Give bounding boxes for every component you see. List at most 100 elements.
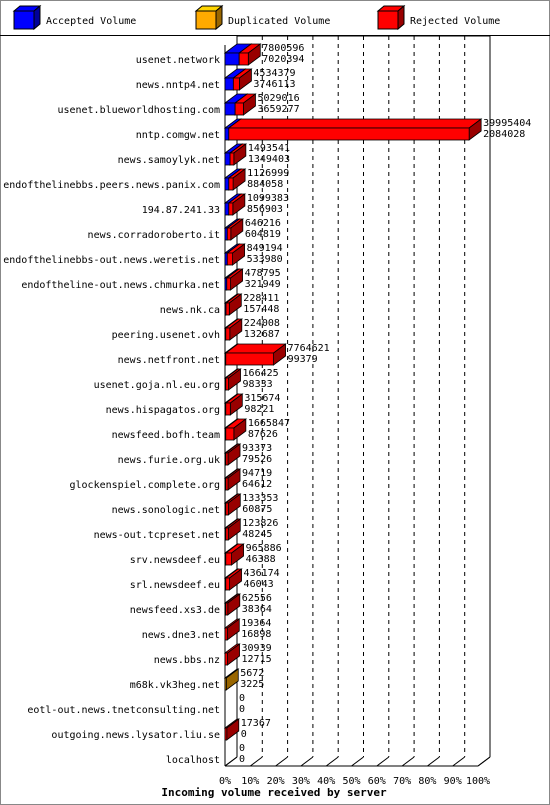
bar-front-face — [224, 127, 230, 141]
value-label-bottom: 7020394 — [262, 54, 304, 65]
value-label-top: 30939 — [242, 643, 272, 654]
value-label-top: 4534379 — [253, 68, 295, 79]
x-tick-mark — [224, 756, 238, 767]
bar-front-face — [225, 377, 229, 391]
bar-front-face — [224, 627, 228, 641]
x-tick-mark — [452, 756, 466, 767]
x-tick-mark — [351, 756, 364, 767]
x-tick-mark — [325, 756, 339, 767]
value-label-top: 7764621 — [288, 343, 330, 354]
legend: Accepted Volume Duplicated Volume Rejected… — [12, 4, 500, 31]
value-label-bottom: 604819 — [245, 229, 281, 240]
category-label: newsfeed.xs3.de — [130, 605, 220, 616]
value-label-bottom: 884058 — [247, 179, 283, 190]
category-label: nntp.comgw.net — [136, 130, 220, 141]
category-label: srl.newsdeef.eu — [130, 580, 220, 591]
bar-front-face — [224, 177, 230, 191]
value-label-top: 93373 — [242, 443, 272, 454]
value-label-top: 166425 — [243, 368, 279, 379]
x-tick-mark — [300, 756, 314, 767]
value-label-top: 315674 — [244, 393, 280, 404]
value-label-bottom: 98221 — [244, 404, 274, 415]
bar-front-face — [224, 652, 228, 666]
bar-front-face — [224, 77, 234, 91]
category-label: news.netfront.net — [118, 355, 220, 366]
bar-segment — [224, 293, 243, 316]
bar-segment — [227, 193, 247, 216]
bar-front-face — [225, 552, 232, 566]
bar-front-face — [228, 127, 470, 141]
value-label-bottom: 533980 — [247, 254, 283, 265]
x-tick-label: 60% — [368, 776, 386, 787]
bar-front-face — [225, 452, 229, 466]
category-label: news.bbs.nz — [154, 655, 220, 666]
value-label-bottom: 87626 — [248, 429, 278, 440]
x-tick-label: 70% — [393, 776, 411, 787]
bar-front-face — [226, 227, 232, 241]
category-label: endofthelinebbs.peers.news.panix.com — [3, 180, 220, 191]
value-label-bottom: 98333 — [243, 379, 273, 390]
value-label-top: 1099383 — [247, 193, 289, 204]
value-label-top: 436174 — [244, 568, 280, 579]
bar-front-face — [225, 402, 231, 416]
value-label-bottom: 64612 — [242, 479, 272, 490]
bar-front-face — [229, 152, 235, 166]
category-label: usenet.network — [136, 55, 220, 66]
bar-segment — [224, 418, 248, 441]
bar-segment — [223, 643, 241, 666]
category-label: peering.usenet.ovh — [112, 330, 220, 341]
legend-swatch — [377, 10, 399, 30]
category-label: m68k.vk3heg.net — [130, 680, 220, 691]
bar-segment — [224, 443, 242, 466]
value-label-bottom: 157448 — [243, 304, 279, 315]
bar-front-face — [224, 677, 227, 691]
bar-front-face — [225, 302, 230, 316]
category-label: usenet.goja.nl.eu.org — [94, 380, 220, 391]
category-label: glockenspiel.complete.org — [69, 480, 220, 491]
bar-segment — [226, 218, 245, 241]
x-tick-mark — [477, 756, 491, 767]
bar-front-face — [225, 502, 229, 516]
bar-segment — [224, 543, 245, 566]
bar-segment — [225, 268, 244, 291]
x-tick-mark — [376, 756, 390, 767]
bar-segment — [224, 493, 242, 516]
category-label: endoftheline-out.news.chmurka.net — [21, 280, 220, 291]
bar-front-face — [226, 252, 233, 266]
bar-segment — [227, 118, 483, 141]
bar-segment — [224, 593, 241, 616]
category-label: outgoing.news.lysator.liu.se — [51, 730, 220, 741]
category-label: news.corradoroberto.it — [88, 230, 220, 241]
category-label: news.furie.org.uk — [118, 455, 220, 466]
x-tick-mark — [250, 756, 263, 767]
bar-front-face — [225, 577, 230, 591]
x-tick-label: 30% — [292, 776, 310, 787]
value-label-top: 478795 — [245, 268, 281, 279]
bar-segment — [223, 668, 240, 691]
bar-segment — [224, 518, 242, 541]
value-label-bottom: 99379 — [288, 354, 318, 365]
value-label-top: 224008 — [244, 318, 280, 329]
value-label-bottom: 0 — [239, 754, 245, 765]
bar-segment — [224, 468, 242, 491]
bar-segment — [227, 168, 247, 191]
value-label-bottom: 321949 — [245, 279, 281, 290]
category-label: news.nk.ca — [160, 305, 220, 316]
category-label: endofthelinebbs-out.news.weretis.net — [3, 255, 220, 266]
legend-swatch — [195, 10, 217, 30]
bar-segment — [224, 318, 244, 341]
bar-front-face — [226, 277, 231, 291]
category-label: newsfeed.bofh.team — [112, 430, 220, 441]
value-label-top: 228411 — [243, 293, 279, 304]
value-label-bottom: 3225 — [240, 679, 264, 690]
bar-front-face — [228, 202, 234, 216]
bar-front-face — [228, 177, 234, 191]
bar-front-face — [224, 202, 230, 216]
value-label-top: 39995404 — [483, 118, 531, 129]
bar-front-face — [225, 427, 235, 441]
category-label: news.samoylyk.net — [118, 155, 220, 166]
x-tick-label: 0% — [219, 776, 231, 787]
value-label-top: 849194 — [247, 243, 283, 254]
bar-segment — [223, 618, 241, 641]
